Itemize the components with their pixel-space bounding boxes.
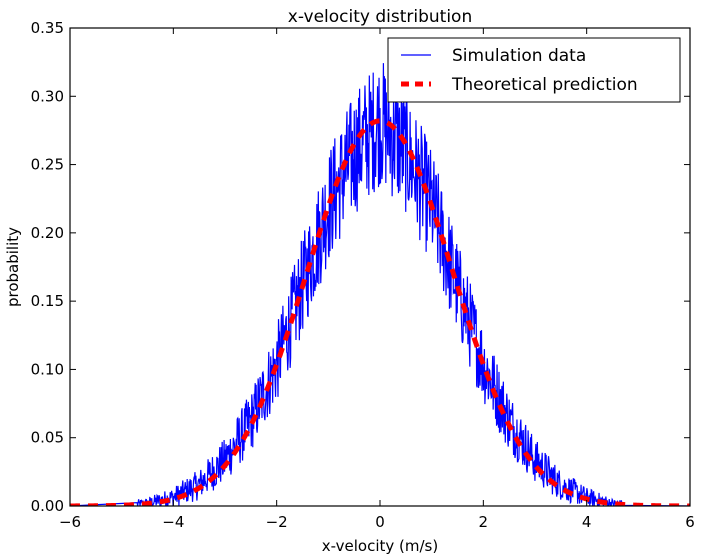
y-tick-label: 0.35: [31, 19, 64, 37]
y-axis-label: probability: [4, 227, 22, 307]
legend-label-simulation: Simulation data: [452, 46, 586, 66]
x-tick-label: 4: [582, 513, 592, 531]
x-tick-label: −6: [59, 513, 81, 531]
x-tick-label: 0: [375, 513, 385, 531]
x-tick-label: −2: [266, 513, 288, 531]
y-tick-label: 0.30: [31, 87, 64, 105]
x-axis-label: x-velocity (m/s): [322, 537, 438, 555]
legend-box: [387, 37, 681, 103]
axis-ticks: [69, 27, 691, 507]
y-tick-label: 0.25: [31, 156, 64, 174]
x-tick-label: 2: [479, 513, 489, 531]
x-tick-label: 6: [685, 513, 695, 531]
legend: Simulation data Theoretical prediction: [387, 37, 681, 103]
y-tick-label: 0.10: [31, 360, 64, 378]
series-theoretical-line: [70, 118, 690, 506]
y-tick-label: 0.20: [31, 224, 64, 242]
y-tick-label: 0.00: [31, 497, 64, 515]
y-tick-labels: 0.00 0.05 0.10 0.15 0.20 0.25 0.30 0.35: [31, 19, 64, 515]
series-simulation-line: [70, 63, 690, 506]
y-tick-label: 0.05: [31, 429, 64, 447]
legend-label-theory: Theoretical prediction: [451, 75, 638, 95]
y-tick-label: 0.15: [31, 292, 64, 310]
chart-title: x-velocity distribution: [288, 7, 472, 27]
plot-series: [70, 63, 690, 506]
x-tick-labels: −6 −4 −2 0 2 4 6: [59, 513, 695, 531]
x-tick-label: −4: [162, 513, 184, 531]
